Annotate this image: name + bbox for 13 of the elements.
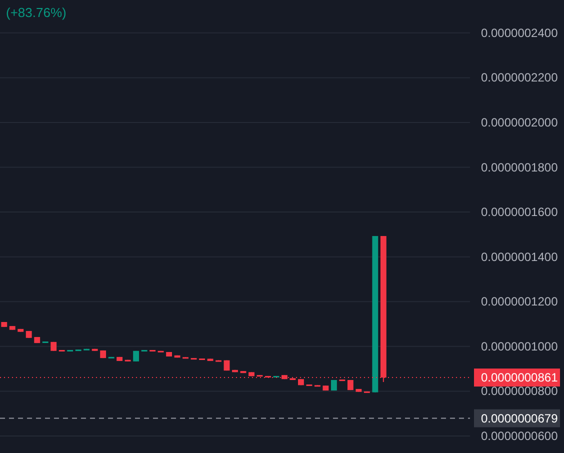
annotation: (+83.76%) [6,5,66,20]
y-tick-label: 0.0000000600 [481,428,558,443]
y-tick-label: 0.0000002400 [481,26,558,40]
y-tick-label: 0.0000001200 [481,294,558,309]
y-tick-label: 0.0000000800 [481,384,558,398]
y-tick-label: 0.0000002000 [481,115,558,130]
y-tick-label: 0.0000002200 [481,70,558,85]
ref-line-label: 0.0000000861 [481,370,558,385]
ref-line-label: 0.0000000679 [481,411,558,426]
y-tick-label: 0.0000001000 [481,339,558,354]
y-tick-label: 0.0000001400 [481,250,558,264]
y-tick-label: 0.0000001800 [481,160,558,174]
y-tick-label: 0.0000001600 [481,205,558,220]
